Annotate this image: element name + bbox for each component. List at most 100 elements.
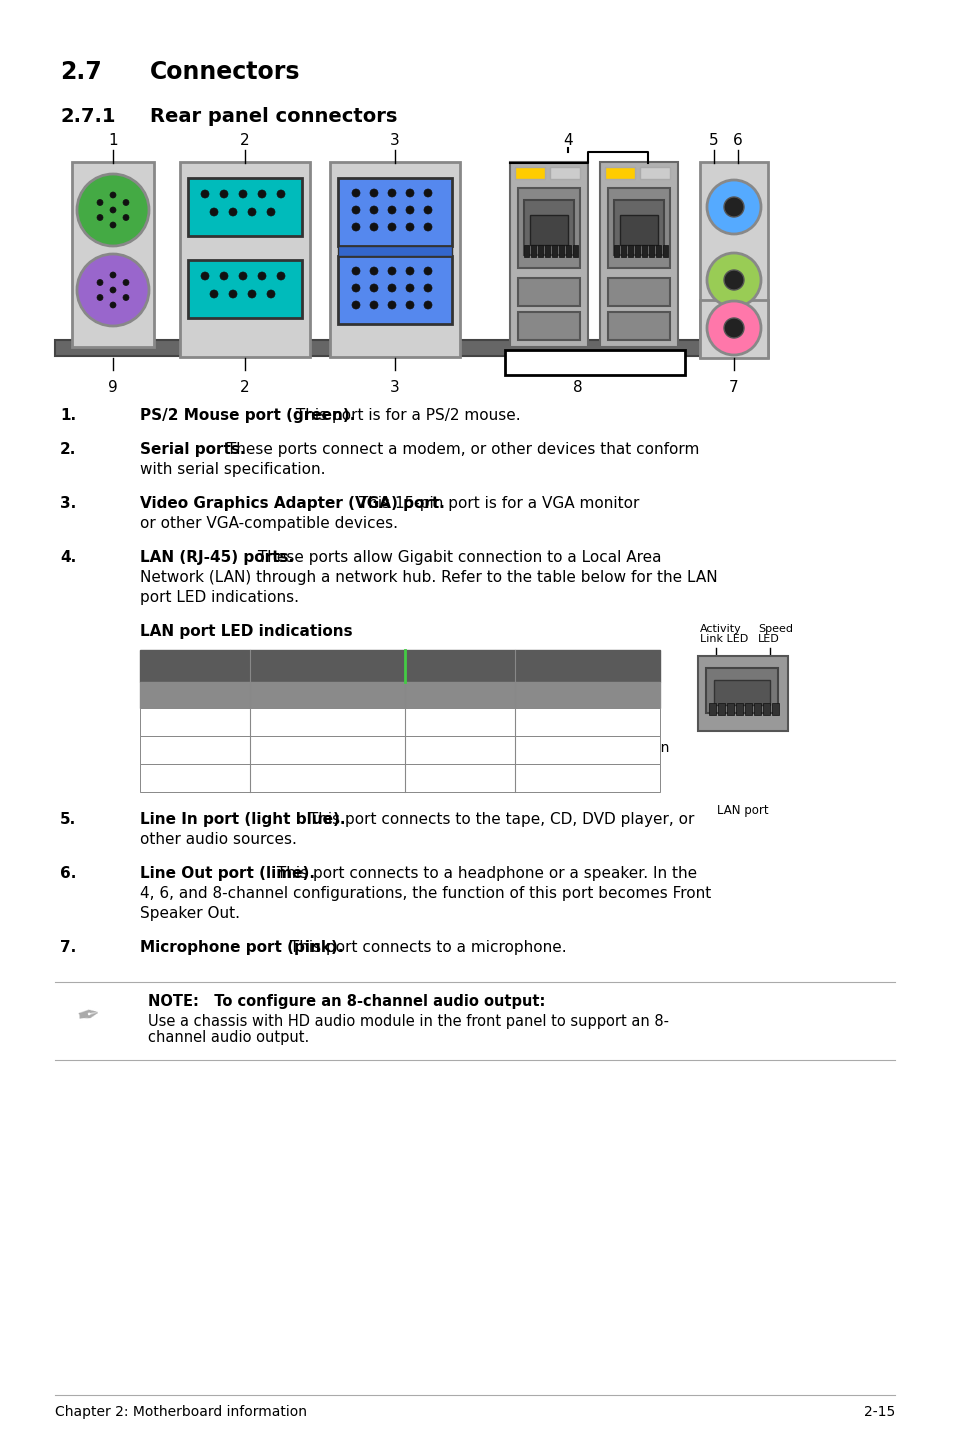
Bar	[180, 162, 310, 357]
Text: Serial ports.: Serial ports.	[140, 441, 245, 457]
Text: BLINKING: BLINKING	[146, 769, 212, 784]
Bar	[641, 244, 646, 257]
Text: Microphone port (pink).: Microphone port (pink).	[140, 940, 343, 955]
Bar	[735, 703, 742, 715]
Circle shape	[239, 190, 247, 198]
Bar	[140, 736, 659, 764]
Circle shape	[97, 279, 103, 286]
Circle shape	[723, 270, 743, 290]
Text: other audio sources.: other audio sources.	[140, 833, 296, 847]
Text: This port connects to a microphone.: This port connects to a microphone.	[285, 940, 566, 955]
Text: These ports allow Gigabit connection to a Local Area: These ports allow Gigabit connection to …	[253, 549, 661, 565]
Bar	[607, 312, 669, 339]
Circle shape	[201, 190, 209, 198]
Text: LAN port LED indications: LAN port LED indications	[140, 624, 353, 638]
Text: 3.: 3.	[60, 496, 76, 510]
Text: 5.: 5.	[60, 812, 76, 827]
Text: 5: 5	[708, 132, 718, 148]
Circle shape	[406, 267, 414, 275]
Bar	[517, 278, 579, 306]
Circle shape	[406, 206, 414, 214]
Circle shape	[210, 290, 218, 298]
Circle shape	[110, 193, 116, 198]
Bar	[140, 682, 659, 707]
Circle shape	[248, 209, 255, 216]
Bar	[635, 244, 639, 257]
Bar	[337, 246, 452, 256]
Circle shape	[723, 318, 743, 338]
Bar	[337, 178, 452, 246]
Circle shape	[267, 209, 274, 216]
Circle shape	[423, 223, 432, 232]
Text: This port is for a PS/2 mouse.: This port is for a PS/2 mouse.	[291, 408, 520, 423]
Text: 1.: 1.	[60, 408, 76, 423]
Text: 2: 2	[240, 132, 250, 148]
Bar	[708, 703, 716, 715]
Circle shape	[370, 223, 377, 232]
Circle shape	[423, 301, 432, 309]
Text: Network (LAN) through a network hub. Refer to the table below for the LAN: Network (LAN) through a network hub. Ref…	[140, 569, 717, 585]
Bar	[607, 188, 669, 267]
Circle shape	[257, 272, 266, 280]
Bar	[762, 703, 769, 715]
Bar	[140, 707, 659, 736]
Text: Rear panel connectors: Rear panel connectors	[150, 106, 397, 127]
Circle shape	[706, 180, 760, 234]
Text: 10 Mbps connection: 10 Mbps connection	[520, 713, 659, 728]
Text: ORANGE: ORANGE	[411, 741, 470, 755]
Bar	[698, 656, 787, 731]
Circle shape	[706, 301, 760, 355]
Circle shape	[406, 223, 414, 232]
Text: Use a chassis with HD audio module in the front panel to support an 8-: Use a chassis with HD audio module in th…	[148, 1014, 668, 1030]
Bar	[544, 244, 550, 257]
Bar	[753, 703, 760, 715]
Text: Description: Description	[255, 687, 335, 700]
Text: channel audio output.: channel audio output.	[148, 1030, 309, 1045]
Circle shape	[276, 190, 285, 198]
Text: Speed: Speed	[758, 624, 792, 634]
Circle shape	[352, 301, 359, 309]
Text: 2.: 2.	[60, 441, 76, 457]
Circle shape	[123, 214, 129, 220]
Text: No link: No link	[255, 713, 304, 728]
Text: PS/2 Mouse port (green).: PS/2 Mouse port (green).	[140, 408, 355, 423]
Text: This 15-pin port is for a VGA monitor: This 15-pin port is for a VGA monitor	[354, 496, 639, 510]
Text: 6.: 6.	[60, 866, 76, 881]
Circle shape	[276, 272, 285, 280]
Circle shape	[110, 288, 116, 293]
Circle shape	[352, 267, 359, 275]
Circle shape	[77, 255, 149, 326]
Text: Activity: Activity	[700, 624, 741, 634]
Circle shape	[370, 188, 377, 197]
Circle shape	[706, 253, 760, 306]
Circle shape	[352, 223, 359, 232]
Bar	[517, 312, 579, 339]
Text: 8: 8	[573, 380, 582, 395]
Text: SPEED LED: SPEED LED	[413, 659, 498, 672]
Bar	[705, 669, 778, 713]
Text: 2.7.1: 2.7.1	[60, 106, 115, 127]
Circle shape	[201, 272, 209, 280]
Bar	[530, 216, 567, 244]
Text: These ports connect a modem, or other devices that conform: These ports connect a modem, or other de…	[222, 441, 699, 457]
Text: Link LED: Link LED	[700, 634, 747, 644]
Bar	[140, 650, 659, 682]
Circle shape	[110, 272, 116, 278]
Text: OFF: OFF	[411, 713, 437, 728]
Circle shape	[388, 188, 395, 197]
Text: This port connects to a headphone or a speaker. In the: This port connects to a headphone or a s…	[272, 866, 697, 881]
Text: 1 Gbps connection: 1 Gbps connection	[520, 769, 650, 784]
Circle shape	[388, 267, 395, 275]
Circle shape	[423, 188, 432, 197]
Bar	[614, 244, 618, 257]
Bar	[700, 301, 767, 358]
Bar	[744, 703, 751, 715]
Text: LED: LED	[758, 634, 779, 644]
Bar	[718, 703, 724, 715]
Bar	[55, 339, 744, 357]
Bar	[558, 244, 563, 257]
Text: 3: 3	[390, 132, 399, 148]
Text: Video Graphics Adapter (VGA) port.: Video Graphics Adapter (VGA) port.	[140, 496, 444, 510]
Circle shape	[267, 290, 274, 298]
Text: 7: 7	[728, 380, 738, 395]
